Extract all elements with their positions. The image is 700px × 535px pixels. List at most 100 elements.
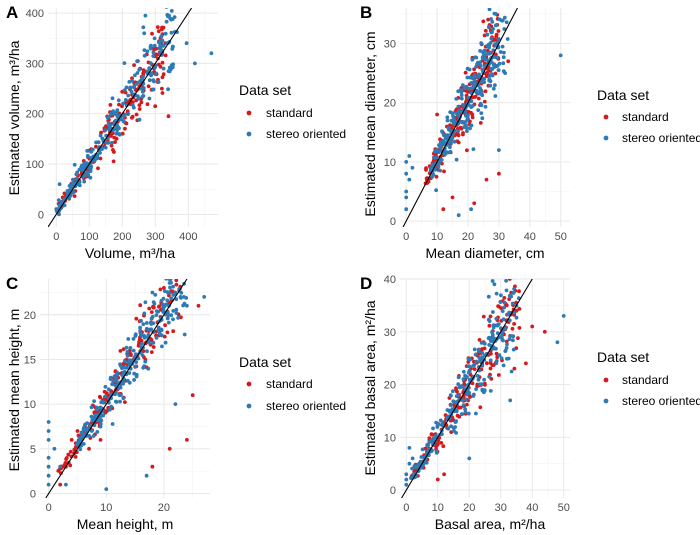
data-point-standard — [473, 94, 478, 99]
data-point-stereo-oriented — [454, 394, 459, 398]
data-point-stereo-oriented — [184, 41, 189, 46]
data-point-stereo-oriented — [440, 129, 444, 134]
x-tick-label: 0 — [403, 502, 409, 514]
x-tick-label: 0 — [53, 231, 59, 243]
data-point-standard — [179, 259, 183, 263]
data-point-stereo-oriented — [54, 207, 59, 212]
data-point-stereo-oriented — [46, 429, 51, 433]
data-point-standard — [496, 1, 500, 5]
data-point-standard — [478, 405, 483, 410]
data-point-stereo-oriented — [501, 317, 506, 322]
data-point-stereo-oriented — [164, 8, 169, 9]
data-point-stereo-oriented — [114, 131, 119, 136]
data-point-stereo-oriented — [472, 347, 477, 352]
panel-a-letter: A — [6, 3, 18, 22]
grid — [48, 8, 218, 227]
data-point-stereo-oriented — [500, 18, 505, 23]
data-point-stereo-oriented — [488, 389, 493, 393]
data-point-stereo-oriented — [446, 426, 451, 431]
data-point-stereo-oriented — [456, 109, 461, 113]
data-point-standard — [166, 114, 171, 119]
data-point-stereo-oriented — [138, 328, 143, 333]
y-tick-label: 30 — [384, 39, 396, 51]
data-point-stereo-oriented — [89, 429, 94, 433]
data-point-standard — [156, 29, 161, 34]
legend-b-title: Data set — [597, 87, 649, 103]
data-point-stereo-oriented — [486, 294, 491, 299]
data-point-stereo-oriented — [483, 104, 488, 109]
data-point-stereo-oriented — [98, 424, 103, 429]
data-point-stereo-oriented — [169, 17, 174, 22]
data-point-stereo-oriented — [474, 55, 479, 60]
data-point-stereo-oriented — [404, 195, 409, 200]
data-point-standard — [505, 272, 509, 276]
panel-c: C 0 10 20 0 5 10 15 20 Mean height, m Estimated… — [6, 250, 210, 532]
data-point-stereo-oriented — [416, 463, 421, 467]
data-point-stereo-oriented — [404, 171, 409, 176]
data-point-stereo-oriented — [171, 317, 175, 322]
data-point-stereo-oriented — [175, 250, 179, 254]
data-point-stereo-oriented — [103, 145, 108, 150]
data-point-stereo-oriented — [124, 345, 129, 350]
data-point-stereo-oriented — [138, 325, 143, 330]
panel-c-xlabel: Mean height, m — [77, 516, 174, 532]
y-tick-label: 20 — [384, 98, 396, 110]
data-point-stereo-oriented — [171, 309, 176, 313]
data-point-standard — [482, 346, 487, 351]
data-point-stereo-oriented — [104, 487, 109, 491]
x-tick-label: 40 — [524, 231, 536, 243]
data-point-stereo-oriented — [433, 155, 438, 160]
data-point-stereo-oriented — [449, 393, 453, 398]
data-point-stereo-oriented — [470, 57, 475, 62]
data-point-stereo-oriented — [479, 41, 484, 46]
data-point-standard — [504, 339, 509, 344]
data-point-standard — [120, 131, 125, 136]
data-point-standard — [465, 402, 469, 407]
data-point-standard — [162, 334, 167, 339]
data-point-stereo-oriented — [82, 161, 87, 166]
data-point-stereo-oriented — [456, 213, 461, 218]
data-point-stereo-oriented — [82, 179, 87, 184]
data-point-stereo-oriented — [121, 396, 126, 401]
data-point-standard — [196, 303, 201, 308]
data-point-stereo-oriented — [136, 96, 141, 101]
data-point-stereo-oriented — [114, 377, 119, 381]
data-point-stereo-oriented — [486, 317, 491, 322]
data-point-stereo-oriented — [103, 394, 108, 399]
data-point-stereo-oriented — [142, 48, 147, 52]
data-point-stereo-oriented — [468, 126, 472, 131]
data-point-stereo-oriented — [510, 301, 515, 306]
data-point-stereo-oriented — [181, 303, 186, 308]
data-point-stereo-oriented — [469, 99, 474, 104]
data-point-stereo-oriented — [480, 116, 485, 121]
data-point-stereo-oriented — [493, 83, 497, 88]
data-point-stereo-oriented — [476, 377, 481, 382]
data-point-stereo-oriented — [133, 364, 138, 369]
data-point-stereo-oriented — [491, 27, 495, 31]
data-point-stereo-oriented — [471, 394, 476, 398]
data-point-stereo-oriented — [450, 389, 455, 394]
data-point-stereo-oriented — [71, 190, 76, 195]
data-point-stereo-oriented — [130, 103, 135, 107]
data-point-stereo-oriented — [469, 207, 473, 212]
data-point-stereo-oriented — [124, 366, 129, 370]
data-point-stereo-oriented — [166, 320, 171, 325]
data-point-stereo-oriented — [479, 111, 484, 115]
legend-b-stereo-marker — [603, 135, 609, 141]
data-point-stereo-oriented — [169, 280, 173, 285]
data-point-stereo-oriented — [115, 108, 120, 112]
data-point-stereo-oriented — [474, 88, 479, 93]
panel-d: D 0 10 20 30 40 50 0 10 20 30 40 Basal area, m²/ha… — [360, 272, 570, 532]
data-point-stereo-oriented — [489, 17, 493, 21]
data-point-stereo-oriented — [471, 147, 476, 152]
data-point-standard — [496, 29, 501, 33]
data-point-stereo-oriented — [106, 114, 111, 119]
panel-a-ylabel: Estimated volume, m³/ha — [6, 40, 22, 195]
data-point-stereo-oriented — [131, 337, 136, 341]
data-point-stereo-oriented — [95, 406, 99, 410]
data-point-standard — [155, 25, 160, 29]
data-point-standard — [488, 314, 493, 319]
data-point-standard — [160, 86, 164, 91]
data-point-stereo-oriented — [449, 403, 453, 408]
